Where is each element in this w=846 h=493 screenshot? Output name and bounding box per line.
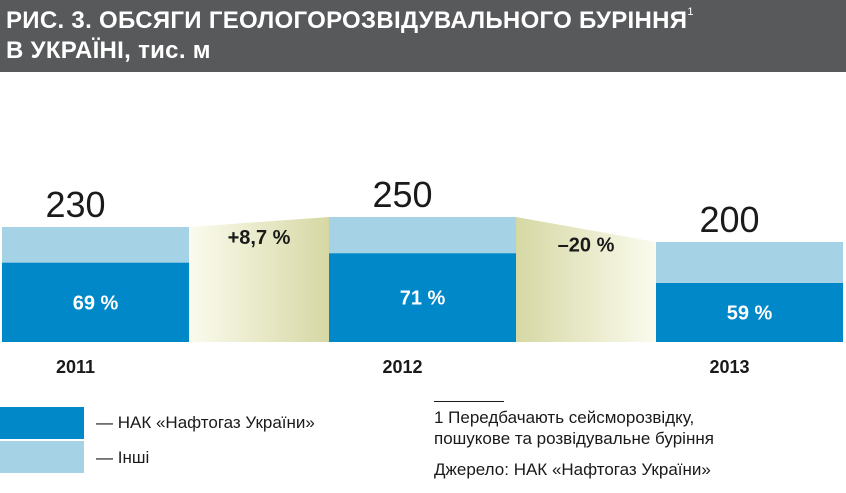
total-label-2013: 200 <box>699 199 759 240</box>
year-label-2011: 2011 <box>56 357 95 377</box>
title-bar: РИС. 3. ОБСЯГИ ГЕОЛОГОРОЗВІДУВАЛЬНОГО БУ… <box>0 0 846 72</box>
footnote-rule <box>434 401 504 402</box>
total-label-2011: 230 <box>45 184 105 225</box>
bar-naftogaz-2011 <box>2 262 189 342</box>
change-label-1: +8,7 % <box>228 227 291 249</box>
year-label-2013: 2013 <box>709 357 749 377</box>
bar-naftogaz-2013 <box>656 283 843 342</box>
share-label-2012: 71 % <box>400 288 446 310</box>
change-connector-2 <box>516 217 656 342</box>
bar-others-2012 <box>329 217 516 254</box>
change-connector-1 <box>189 217 329 342</box>
change-label-2: –20 % <box>558 235 615 257</box>
year-label-2012: 2012 <box>382 357 422 377</box>
share-label-2013: 59 % <box>727 303 773 325</box>
bar-others-2011 <box>2 227 189 263</box>
chart-title-line1: РИС. 3. ОБСЯГИ ГЕОЛОГОРОЗВІДУВАЛЬНОГО БУ… <box>6 6 694 34</box>
footnote-mark: 1 <box>687 6 694 18</box>
legend-swatch-others <box>0 441 84 473</box>
share-label-2011: 69 % <box>73 292 119 314</box>
bar-others-2013 <box>656 242 843 283</box>
total-label-2012: 250 <box>372 174 432 215</box>
bar-chart: +8,7 % –20 % 69 % 230 2011 71 % 250 2012 59 % 200… <box>2 174 843 377</box>
bar-naftogaz-2012 <box>329 253 516 342</box>
footnote-line1: 1 Передбачають сейсморозвідку, <box>434 408 695 427</box>
chart-title-line2: В УКРАЇНІ, тис. м <box>6 37 211 64</box>
footnote-line2: пошукове та розвідувальне буріння <box>434 429 714 448</box>
legend-swatch-naftogaz <box>0 407 84 439</box>
legend-label-naftogaz: — НАК «Нафтогаз України» <box>96 413 315 432</box>
legend-label-others: — Інші <box>96 448 150 467</box>
source-note: Джерело: НАК «Нафтогаз України» <box>434 460 711 479</box>
